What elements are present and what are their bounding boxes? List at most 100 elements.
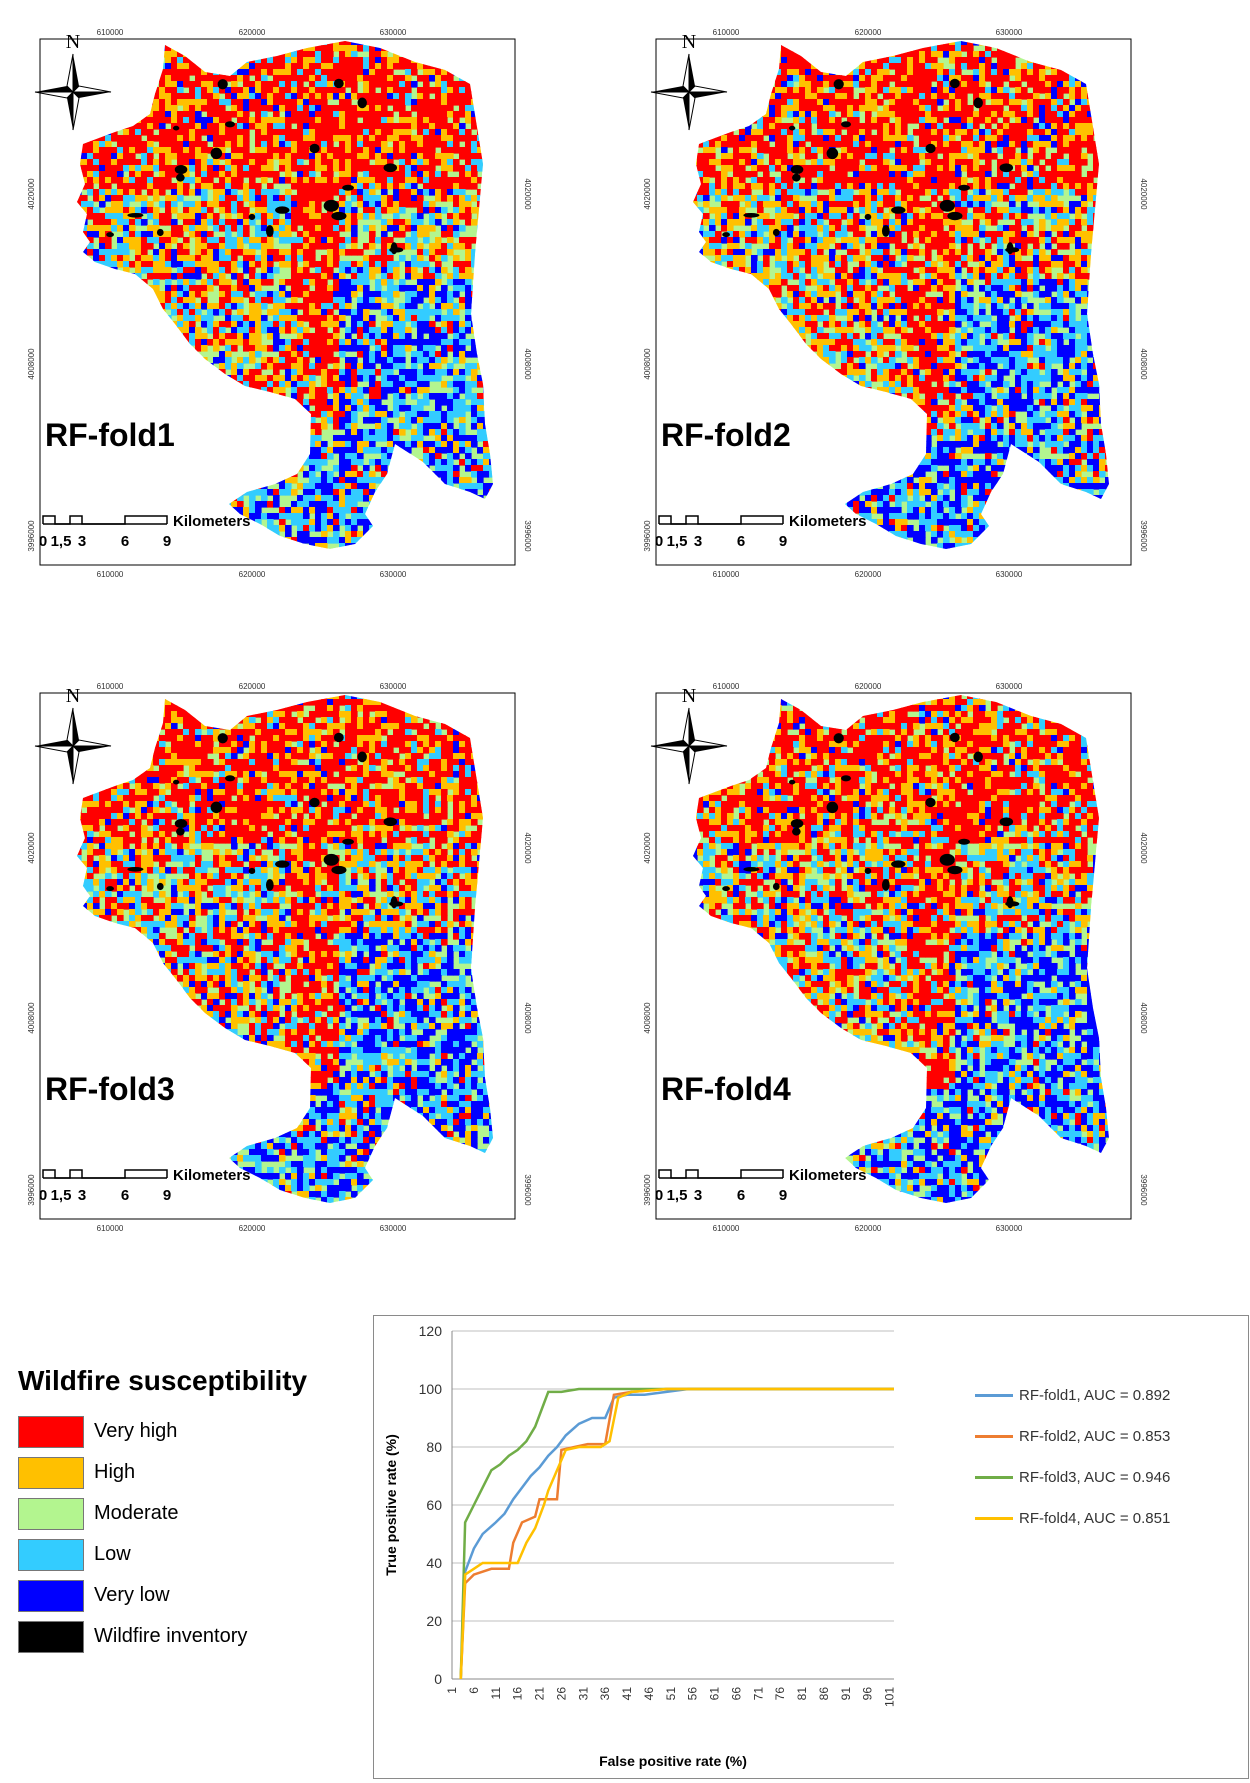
northing-tick-left: 4020000	[27, 178, 36, 210]
northing-tick-right: 3996000	[523, 520, 532, 552]
easting-tick-top: 620000	[855, 28, 882, 37]
north-label: N	[66, 685, 80, 707]
legend-swatch	[18, 1621, 84, 1653]
easting-tick-bottom: 630000	[380, 1224, 407, 1233]
northing-tick-right: 4008000	[1139, 1002, 1148, 1034]
easting-tick-bottom: 610000	[97, 1224, 124, 1233]
roc-legend-item: RF-fold4, AUC = 0.851	[975, 1498, 1170, 1539]
x-axis-label: False positive rate (%)	[599, 1753, 747, 1769]
northing-tick-left: 4008000	[27, 348, 36, 380]
easting-tick-top: 610000	[713, 682, 740, 691]
legend-item: Low	[18, 1534, 358, 1575]
scale-label: 6	[121, 1187, 129, 1204]
northing-tick-right: 4008000	[523, 1002, 532, 1034]
easting-tick-top: 620000	[239, 28, 266, 37]
northing-tick-right: 4020000	[523, 832, 532, 864]
scale-label: 9	[779, 533, 787, 550]
easting-tick-top: 610000	[713, 28, 740, 37]
scale-label: 0	[655, 533, 663, 550]
legend-swatch	[18, 1416, 84, 1448]
scale-label: 6	[737, 533, 745, 550]
x-tick-label: 41	[620, 1687, 634, 1701]
scale-unit: Kilometers	[789, 1167, 867, 1184]
legend-label: Low	[94, 1543, 131, 1566]
easting-tick-top: 630000	[996, 28, 1023, 37]
easting-tick-bottom: 630000	[996, 570, 1023, 579]
legend-swatch	[18, 1539, 84, 1571]
fold-label: RF-fold1	[45, 417, 175, 453]
legend-swatch	[18, 1498, 84, 1530]
north-label: N	[682, 31, 696, 53]
legend-label: Very low	[94, 1584, 170, 1607]
northing-tick-right: 4008000	[1139, 348, 1148, 380]
legend-item: Very low	[18, 1575, 358, 1616]
y-tick-label: 40	[426, 1555, 442, 1571]
easting-tick-bottom: 620000	[855, 570, 882, 579]
x-tick-label: 86	[817, 1687, 831, 1701]
roc-legend: RF-fold1, AUC = 0.892 RF-fold2, AUC = 0.8…	[975, 1375, 1170, 1539]
scale-label: 0	[39, 1187, 47, 1204]
fold-label: RF-fold4	[661, 1071, 791, 1107]
easting-tick-bottom: 630000	[380, 570, 407, 579]
x-tick-label: 26	[554, 1687, 568, 1701]
northing-tick-left: 3996000	[27, 1174, 36, 1206]
legend-label: High	[94, 1461, 135, 1484]
y-tick-label: 20	[426, 1613, 442, 1629]
easting-tick-bottom: 630000	[996, 1224, 1023, 1233]
y-axis-label: True positive rate (%)	[383, 1434, 399, 1576]
northing-tick-right: 4008000	[523, 348, 532, 380]
roc-series-line	[461, 1389, 894, 1679]
scale-label: 3	[78, 1187, 86, 1204]
roc-legend-line	[975, 1435, 1013, 1438]
legend-swatch	[18, 1580, 84, 1612]
roc-legend-item: RF-fold2, AUC = 0.853	[975, 1416, 1170, 1457]
legend-item: Moderate	[18, 1493, 358, 1534]
fold-label: RF-fold3	[45, 1071, 175, 1107]
x-tick-label: 71	[751, 1687, 765, 1701]
easting-tick-bottom: 610000	[713, 570, 740, 579]
x-tick-label: 6	[467, 1687, 481, 1694]
northing-tick-left: 4008000	[27, 1002, 36, 1034]
legend-label: Wildfire inventory	[94, 1625, 247, 1648]
easting-tick-bottom: 610000	[97, 570, 124, 579]
scale-label: 9	[163, 1187, 171, 1204]
northing-tick-right: 4020000	[1139, 178, 1148, 210]
y-tick-label: 0	[434, 1671, 442, 1687]
fold-label: RF-fold2	[661, 417, 791, 453]
northing-tick-left: 4008000	[643, 348, 652, 380]
roc-legend-item: RF-fold1, AUC = 0.892	[975, 1375, 1170, 1416]
roc-legend-line	[975, 1517, 1013, 1520]
legend-swatch	[18, 1457, 84, 1489]
north-label: N	[66, 31, 80, 53]
scale-label: 6	[737, 1187, 745, 1204]
x-tick-label: 81	[795, 1687, 809, 1701]
x-tick-label: 91	[839, 1687, 853, 1701]
scale-label: 0	[39, 533, 47, 550]
legend-item: Very high	[18, 1411, 358, 1452]
northing-tick-left: 3996000	[643, 1174, 652, 1206]
scale-label: 0	[655, 1187, 663, 1204]
north-label: N	[682, 685, 696, 707]
easting-tick-top: 620000	[855, 682, 882, 691]
x-tick-label: 46	[642, 1687, 656, 1701]
map-svg: 6100006100006200006200006300006300004020…	[631, 668, 1211, 1256]
roc-series-line	[461, 1389, 894, 1679]
y-tick-label: 120	[419, 1323, 443, 1339]
roc-legend-label: RF-fold2, AUC = 0.853	[1019, 1428, 1170, 1445]
legend-item: High	[18, 1452, 358, 1493]
scale-label: 1,5	[51, 533, 72, 550]
map-svg: 6100006100006200006200006300006300004020…	[15, 668, 595, 1256]
scale-label: 3	[694, 1187, 702, 1204]
northing-tick-right: 3996000	[523, 1174, 532, 1206]
x-tick-label: 36	[598, 1687, 612, 1701]
easting-tick-top: 630000	[380, 28, 407, 37]
x-tick-label: 56	[686, 1687, 700, 1701]
northing-tick-right: 3996000	[1139, 520, 1148, 552]
legend-label: Moderate	[94, 1502, 179, 1525]
legend-items: Very high High Moderate Low Very low Wildfire…	[18, 1411, 358, 1657]
scale-label: 1,5	[667, 533, 688, 550]
easting-tick-top: 610000	[97, 28, 124, 37]
roc-legend-label: RF-fold4, AUC = 0.851	[1019, 1510, 1170, 1527]
